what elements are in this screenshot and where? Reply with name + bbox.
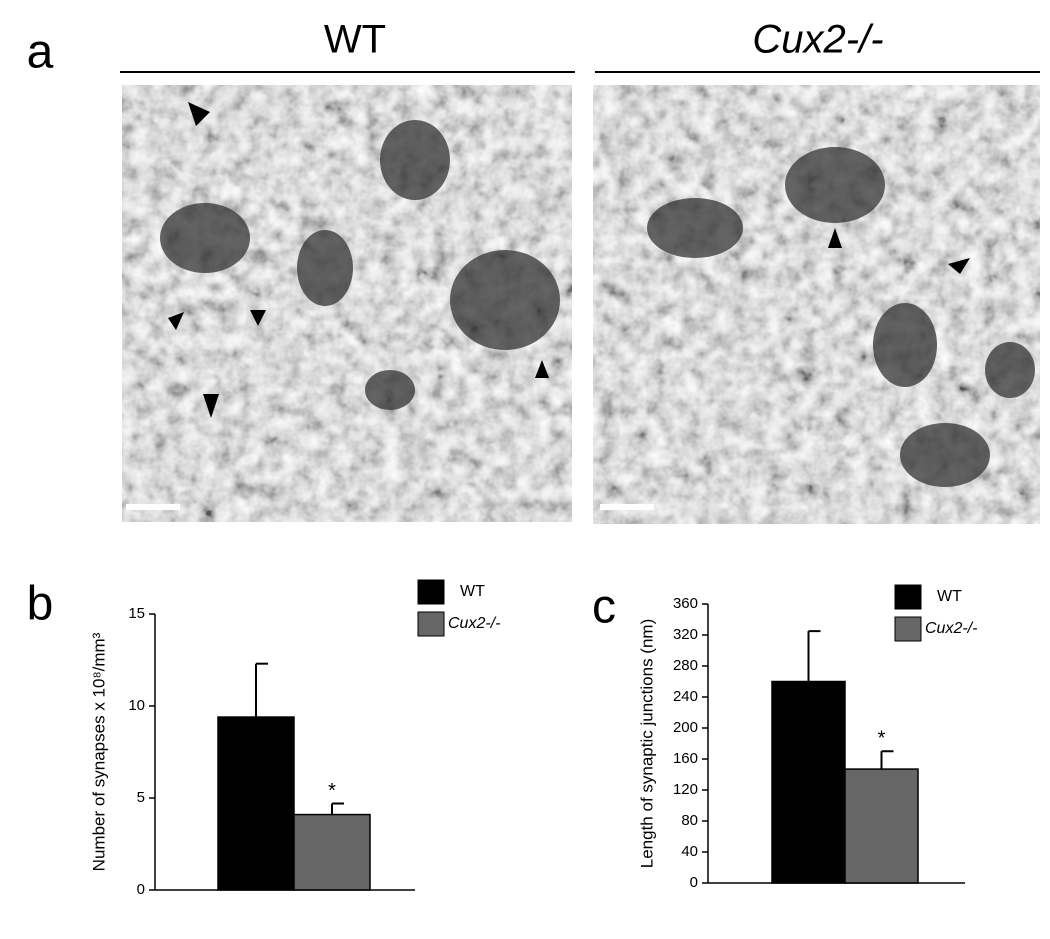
y-axis-label: Number of synapses x 10⁸/mm³: [89, 632, 108, 871]
column-header: Cux2-/-: [752, 18, 883, 62]
panel-label: b: [27, 578, 54, 631]
micrograph: [593, 85, 1040, 524]
y-tick-label: 280: [673, 657, 698, 674]
panel-label: c: [592, 581, 616, 634]
legend-label: WT: [460, 583, 485, 600]
y-tick-label: 320: [673, 626, 698, 643]
column-header: WT: [324, 18, 386, 62]
legend-swatch: [894, 616, 922, 642]
y-tick-label: 360: [673, 595, 698, 612]
y-tick-label: 0: [690, 874, 698, 891]
y-tick-label: 160: [673, 750, 698, 767]
legend-label: Cux2-/-: [448, 615, 500, 632]
y-tick-label: 40: [681, 843, 698, 860]
legend-swatch: [417, 611, 445, 637]
y-tick-label: 240: [673, 688, 698, 705]
legend-label: WT: [937, 588, 962, 605]
y-tick-label: 15: [128, 605, 145, 622]
legend-swatch: [894, 584, 922, 610]
y-tick-label: 5: [137, 789, 145, 806]
bar: [771, 680, 846, 884]
y-tick-label: 120: [673, 781, 698, 798]
y-axis-label: Length of synaptic junctions (nm): [637, 619, 656, 868]
legend-label: Cux2-/-: [925, 620, 977, 637]
y-tick-label: 10: [128, 697, 145, 714]
significance-mark: *: [328, 780, 336, 802]
panel-label: a: [27, 26, 54, 79]
bar: [293, 813, 371, 891]
bar: [844, 768, 919, 884]
y-tick-label: 200: [673, 719, 698, 736]
legend-swatch: [417, 579, 445, 605]
y-tick-label: 80: [681, 812, 698, 829]
y-tick-label: 0: [137, 881, 145, 898]
micrograph: [122, 85, 572, 522]
bar: [217, 716, 295, 891]
significance-mark: *: [878, 728, 886, 750]
